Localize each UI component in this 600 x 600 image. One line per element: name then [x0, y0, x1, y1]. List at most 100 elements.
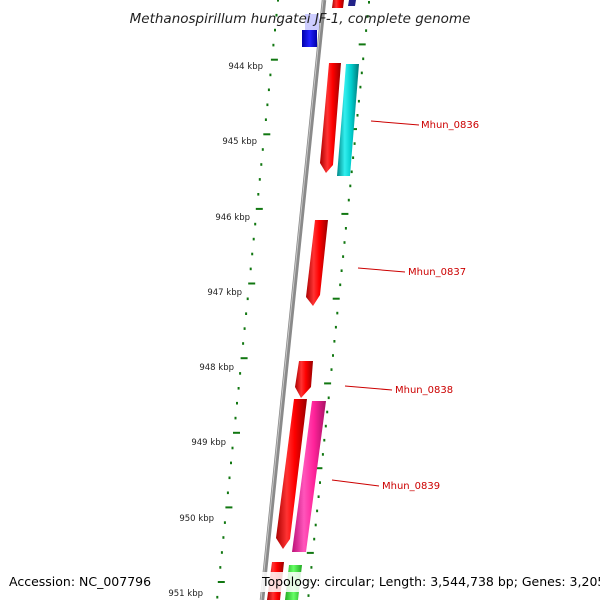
- right-track-minor-tick: [349, 184, 352, 188]
- left-track-minor-tick: [230, 461, 232, 465]
- left-track-minor-tick: [258, 178, 261, 181]
- kbp-label-947: 947 kbp: [207, 288, 242, 298]
- left-track-minor-tick: [267, 88, 270, 92]
- right-track-minor-tick: [334, 325, 337, 329]
- right-track-minor-tick: [330, 368, 333, 371]
- left-track-minor-tick: [269, 73, 272, 77]
- left-track-minor-tick: [272, 43, 275, 47]
- left-track-major-tick: [248, 282, 256, 285]
- right-track-minor-tick: [313, 537, 316, 541]
- left-track-minor-tick: [274, 28, 276, 32]
- left-track-major-tick: [240, 357, 248, 360]
- gene-label-leaders: [331, 120, 420, 487]
- left-track-major-tick: [263, 133, 271, 136]
- left-track-minor-tick: [242, 342, 245, 345]
- left-track-minor-tick: [216, 595, 219, 599]
- left-track-minor-tick: [251, 252, 254, 256]
- right-track-major-tick: [332, 297, 340, 300]
- right-track-major-tick: [315, 467, 323, 470]
- kbp-label-948: 948 kbp: [199, 363, 234, 373]
- kbp-label-950: 950 kbp: [179, 514, 214, 524]
- left-track-minor-tick: [266, 103, 269, 107]
- left-track-major-tick: [225, 506, 233, 509]
- gene-label-mhun-0839: Mhun_0839: [382, 481, 440, 492]
- left-track-minor-tick: [257, 193, 260, 196]
- right-track-minor-tick: [324, 424, 327, 428]
- right-track-minor-tick: [352, 156, 355, 159]
- right-tick-track: [306, 1, 370, 597]
- footer-bg: [258, 572, 600, 592]
- gene-mhun-0836: [337, 64, 359, 176]
- left-track-major-tick: [217, 581, 225, 583]
- right-track-major-tick: [324, 382, 332, 385]
- right-track-minor-tick: [332, 354, 334, 357]
- right-track-minor-tick: [342, 255, 345, 258]
- gene-top-navy: [348, 0, 356, 6]
- gene-mhun-0839: [292, 401, 326, 552]
- left-track-major-tick: [255, 207, 263, 210]
- right-track-minor-tick: [360, 71, 363, 75]
- right-track-minor-tick: [366, 15, 369, 18]
- left-track-minor-tick: [277, 0, 279, 2]
- left-track-minor-tick: [249, 267, 252, 271]
- leader-mhun-0839: [331, 479, 380, 487]
- right-track-minor-tick: [353, 142, 356, 145]
- right-track-minor-tick: [321, 453, 324, 456]
- gene-top-blue: [302, 30, 317, 47]
- kbp-label-944: 944 kbp: [228, 62, 263, 72]
- left-track-minor-tick: [260, 163, 263, 166]
- left-track-minor-tick: [220, 551, 223, 554]
- leader-mhun-0836: [370, 120, 420, 126]
- left-track-minor-tick: [254, 222, 257, 226]
- left-track-minor-tick: [239, 372, 242, 375]
- gene-label-mhun-0838: Mhun_0838: [395, 385, 453, 396]
- right-track-minor-tick: [327, 396, 330, 400]
- kbp-label-951: 951 kbp: [168, 589, 203, 599]
- right-track-major-tick: [358, 43, 366, 46]
- map-title: Methanospirillum hungatei JF-1, complete…: [130, 11, 471, 27]
- leader-mhun-0837: [357, 267, 406, 273]
- left-track-minor-tick: [252, 237, 255, 241]
- left-track-minor-tick: [245, 312, 248, 315]
- accession-text: Accession: NC_007796: [9, 574, 151, 589]
- leader-mhun-0838: [344, 385, 393, 391]
- gene-top-faded: [305, 14, 319, 30]
- left-track-minor-tick: [243, 327, 246, 330]
- right-track-major-tick: [341, 212, 349, 215]
- left-track-minor-tick: [231, 446, 234, 450]
- gene-label-mhun-0836: Mhun_0836: [421, 120, 479, 131]
- gene-red-0839-pair: [276, 399, 307, 549]
- left-track-minor-tick: [275, 13, 278, 17]
- left-track-minor-tick: [264, 118, 267, 121]
- right-track-minor-tick: [316, 509, 319, 513]
- left-track-minor-tick: [219, 566, 222, 569]
- kbp-label-945: 945 kbp: [222, 137, 257, 147]
- topology-text: Topology: circular; Length: 3,544,738 bp…: [261, 574, 600, 589]
- right-track-minor-tick: [344, 227, 347, 230]
- genome-backbone: [259, 0, 327, 600]
- left-track-minor-tick: [226, 491, 229, 495]
- right-track-minor-tick: [356, 114, 359, 117]
- right-track-minor-tick: [359, 85, 362, 89]
- left-track-minor-tick: [234, 416, 237, 420]
- left-track-major-tick: [270, 58, 278, 61]
- left-track-minor-tick: [228, 476, 231, 480]
- right-track-minor-tick: [357, 99, 360, 103]
- right-track-minor-tick: [314, 523, 317, 527]
- left-track-minor-tick: [261, 148, 264, 151]
- right-track-minor-tick: [336, 311, 339, 315]
- gene-label-mhun-0837: Mhun_0837: [408, 267, 466, 278]
- gene-mhun-0837: [306, 220, 328, 306]
- left-track-major-tick: [233, 431, 240, 434]
- right-track-minor-tick: [347, 198, 350, 202]
- genome-backbone-highlight: [260, 0, 324, 600]
- right-track-minor-tick: [323, 438, 326, 442]
- left-tick-track: [216, 0, 279, 599]
- left-track-minor-tick: [246, 297, 249, 301]
- gene-mhun-0838: [295, 361, 313, 398]
- left-track-minor-tick: [236, 401, 238, 405]
- right-track-minor-tick: [362, 57, 365, 61]
- right-track-minor-tick: [365, 29, 368, 32]
- right-track-minor-tick: [333, 340, 336, 343]
